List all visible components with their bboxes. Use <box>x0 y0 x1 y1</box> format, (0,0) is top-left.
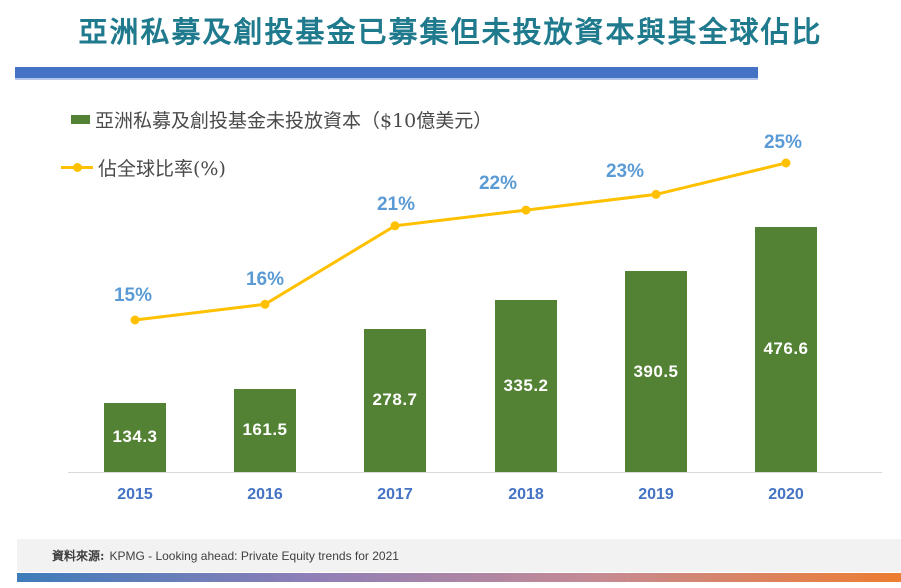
source-footer: 資料來源: KPMG - Looking ahead: Private Equi… <box>17 539 901 572</box>
legend-label-bar-series: 亞洲私募及創投基金未投放資本（$10億美元） <box>95 110 493 132</box>
bar-2019: 390.5 <box>625 271 687 472</box>
bar-value-label-2019: 390.5 <box>633 361 679 381</box>
x-tick-2020: 2020 <box>768 486 804 503</box>
trend-line <box>134 161 787 322</box>
source-text: KPMG - Looking ahead: Private Equity tre… <box>109 548 399 563</box>
x-tick-2018: 2018 <box>508 486 544 503</box>
bar-value-label-2020: 476.6 <box>763 339 809 359</box>
pct-label-2016: 16% <box>245 269 285 291</box>
line-point-2016 <box>260 299 270 309</box>
legend-item-line-series: 佔全球比率(%) <box>61 154 226 181</box>
legend-item-bar-series: 亞洲私募及創投基金未投放資本（$10億美元） <box>71 106 492 133</box>
x-tick-2015: 2015 <box>117 486 153 503</box>
bar-2020: 476.6 <box>755 226 817 472</box>
bar-2016: 161.5 <box>234 388 296 472</box>
x-tick-2017: 2017 <box>377 486 413 503</box>
pct-label-2015: 15% <box>113 285 153 306</box>
line-point-2020 <box>781 158 791 168</box>
x-tick-2016: 2016 <box>247 486 283 503</box>
pct-label-2020: 25% <box>763 132 803 153</box>
line-series-marker-icon <box>61 163 93 172</box>
line-point-2017 <box>390 221 400 231</box>
pct-label-2018: 22% <box>478 173 518 195</box>
legend-label-line-series: 佔全球比率(%) <box>98 158 226 180</box>
page-title: 亞洲私募及創投基金已募集但未投放資本與其全球佔比 <box>78 15 823 49</box>
x-axis-line <box>68 472 882 473</box>
pct-label-2017: 21% <box>376 193 416 215</box>
bottom-gradient-bar <box>17 573 901 582</box>
title-divider-bar <box>15 67 758 80</box>
bar-2018: 335.2 <box>495 299 557 472</box>
bar-value-label-2015: 134.3 <box>112 427 158 447</box>
bar-2015: 134.3 <box>104 402 166 472</box>
bar-series-swatch-icon <box>71 115 90 124</box>
bar-value-label-2018: 335.2 <box>503 375 549 395</box>
bar-value-label-2017: 278.7 <box>372 390 418 410</box>
line-point-2015 <box>130 315 140 325</box>
pct-label-2019: 23% <box>605 161 645 183</box>
bar-2017: 278.7 <box>364 328 426 472</box>
bar-value-label-2016: 161.5 <box>242 420 288 440</box>
source-label: 資料來源: <box>52 549 105 563</box>
x-tick-2019: 2019 <box>638 486 674 503</box>
line-point-2018 <box>521 205 531 215</box>
line-point-2019 <box>651 189 661 199</box>
